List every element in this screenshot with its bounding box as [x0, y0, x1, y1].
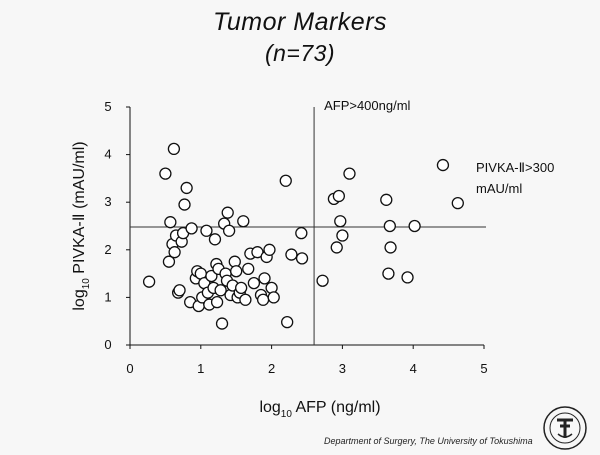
- data-point: [215, 317, 229, 330]
- data-point: [205, 269, 218, 283]
- data-point: [162, 255, 176, 268]
- data-point: [295, 226, 308, 240]
- data-point: [336, 229, 349, 242]
- chart-title: Tumor Markers: [212, 8, 388, 36]
- data-point: [281, 316, 294, 329]
- data-point: [401, 271, 414, 284]
- data-point: [408, 219, 421, 233]
- pivka-cutoff-label-unit: mAU/ml: [476, 181, 522, 196]
- data-point: [332, 189, 346, 203]
- x-tick-label: 3: [339, 361, 346, 376]
- data-point: [208, 233, 222, 246]
- data-point: [173, 284, 186, 297]
- data-point: [247, 276, 261, 290]
- data-point: [230, 265, 243, 278]
- x-tick-label: 1: [197, 361, 204, 376]
- data-point: [210, 296, 224, 309]
- data-point: [164, 216, 177, 229]
- data-point: [343, 167, 356, 180]
- data-point: [185, 222, 198, 235]
- data-point: [221, 206, 234, 219]
- data-point: [436, 158, 450, 172]
- data-point: [267, 291, 280, 304]
- data-point: [168, 246, 181, 259]
- y-tick-label: 3: [104, 194, 111, 209]
- x-axis-label: log10 AFP (ng/ml): [259, 399, 380, 420]
- data-point: [295, 252, 309, 265]
- y-tick-label: 5: [104, 99, 111, 114]
- data-point: [178, 198, 191, 211]
- data-point: [239, 293, 252, 306]
- data-point: [285, 248, 298, 261]
- y-tick-label: 0: [104, 337, 111, 352]
- university-logo-icon: [543, 406, 587, 450]
- chart-subtitle: (n=73): [264, 40, 336, 66]
- y-axis-label: log10 PIVKA-Ⅱ (mAU/ml): [71, 141, 92, 310]
- reference-lines: AFP>400ng/ml PIVKA-Ⅱ>300 mAU/ml: [130, 98, 554, 345]
- footer-credit: Department of Surgery, The University of…: [324, 436, 533, 446]
- data-point: [237, 215, 250, 228]
- y-tick-label: 4: [104, 147, 111, 162]
- data-point: [384, 241, 397, 254]
- data-point: [279, 174, 292, 187]
- data-point: [451, 197, 464, 210]
- axes: [126, 106, 485, 349]
- y-tick-label: 1: [104, 289, 111, 304]
- data-point: [222, 224, 236, 237]
- data-point: [167, 142, 181, 156]
- data-point: [142, 275, 156, 288]
- axis-labels: log10 AFP (ng/ml) log10 PIVKA-Ⅱ (mAU/ml): [71, 141, 381, 420]
- data-point: [180, 181, 193, 195]
- data-point: [380, 193, 393, 206]
- data-point: [214, 284, 227, 297]
- x-tick-label: 2: [268, 361, 275, 376]
- data-point: [242, 262, 255, 275]
- data-point: [258, 272, 271, 285]
- data-point: [159, 167, 172, 180]
- data-point: [382, 267, 395, 280]
- data-point: [330, 241, 343, 254]
- x-tick-label: 4: [410, 361, 417, 376]
- data-point: [263, 243, 276, 256]
- afp-cutoff-label: AFP>400ng/ml: [324, 98, 410, 113]
- data-points: [142, 142, 464, 330]
- y-tick-label: 2: [104, 242, 111, 257]
- tick-labels: 0 1 2 3 4 5 0 1 2 3 4 5: [104, 99, 487, 376]
- data-point: [256, 293, 270, 306]
- data-point: [316, 274, 329, 287]
- data-point: [334, 215, 347, 228]
- data-point: [235, 281, 248, 295]
- x-tick-label: 0: [126, 361, 133, 376]
- data-point: [383, 219, 396, 233]
- data-point: [200, 224, 213, 237]
- pivka-cutoff-label: PIVKA-Ⅱ>300: [476, 160, 554, 175]
- x-tick-label: 5: [480, 361, 487, 376]
